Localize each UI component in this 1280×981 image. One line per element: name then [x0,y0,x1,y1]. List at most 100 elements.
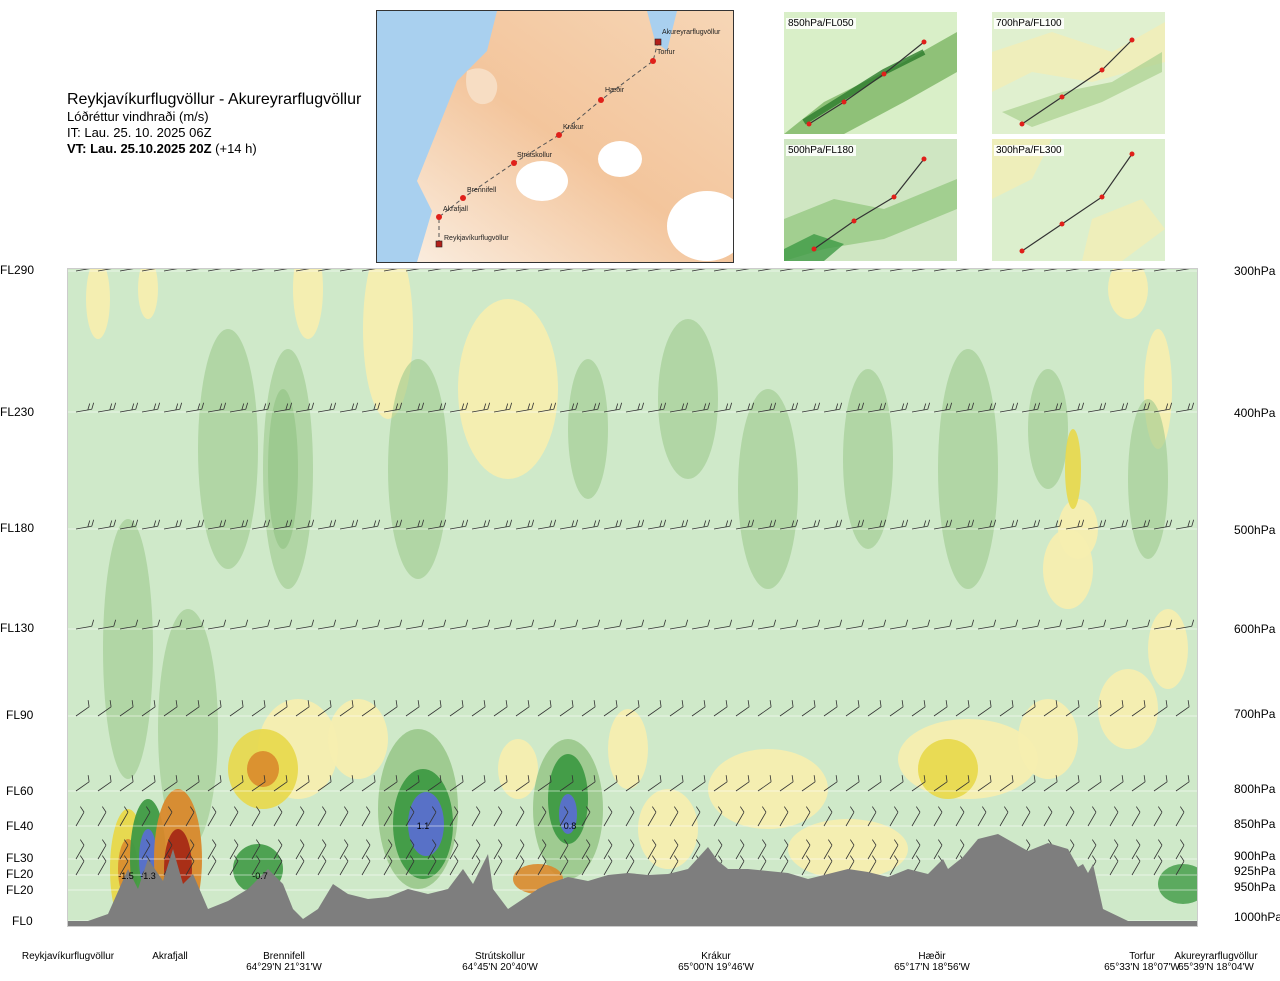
barb-shaft [977,525,994,530]
barb-feather [527,403,531,411]
wind-barb [933,806,943,827]
barb-feather [949,619,953,627]
wind-barb [691,775,706,792]
barb-feather [783,839,789,846]
wind-barb [735,700,750,717]
barb-feather [233,806,239,813]
barb-feather [783,806,789,813]
barb-feather [285,700,288,707]
wind-barb [735,519,755,530]
barb-feather [307,700,310,707]
wind-barb [141,839,151,860]
wind-barb [1131,519,1151,530]
wind-barb [185,839,195,860]
barb-feather [443,519,447,527]
wind-barb [229,519,249,530]
barb-feather [1135,806,1141,813]
barb-shaft [229,860,239,876]
wind-barb [845,519,865,530]
cross-section-plot: -1.5 -1.3 -0.7 1.1 0.8 [67,268,1198,927]
barb-feather [791,700,794,707]
barb-feather [795,402,799,410]
barb-shaft [229,525,246,530]
barb-shaft [647,525,664,530]
barb-shaft [933,269,950,272]
barb-shaft [1153,844,1163,860]
barb-feather [1069,806,1075,813]
wind-barb [977,619,997,630]
barb-feather [329,520,333,528]
wind-barb [713,519,733,530]
updraft-weak-region [158,609,218,849]
barb-feather [729,402,733,410]
wind-barb [229,700,244,717]
barb-shaft [559,811,569,827]
barb-shaft [581,860,591,876]
wind-barb [383,806,393,827]
barb-feather [135,619,139,627]
barb-shaft [207,811,217,827]
barb-feather [879,775,882,782]
barb-feather [1081,619,1085,627]
barb-feather [453,855,459,862]
wind-barb [493,269,510,272]
barb-feather [395,775,398,782]
barb-feather [817,519,821,527]
barb-feather [431,839,437,846]
wind-barb [119,839,129,860]
barb-shaft [999,706,1014,717]
wind-barb [581,839,591,860]
wind-barb [119,269,136,272]
barb-shaft [339,706,354,717]
barb-shaft [757,811,767,827]
wind-barb [691,700,706,717]
barb-shaft [493,860,503,876]
wind-barb [911,700,926,717]
barb-shaft [713,408,730,413]
barb-feather [989,403,993,411]
barb-shaft [1021,706,1036,717]
barb-shaft [713,269,730,272]
wind-barb [537,775,552,792]
route-point-label: Reykjavíkurflugvöllur [444,235,509,242]
wind-barb [955,519,975,530]
barb-feather [981,806,987,813]
barb-shaft [845,269,862,272]
barb-shaft [537,860,547,876]
barb-feather [409,806,415,813]
wind-barb [427,700,442,717]
barb-shaft [955,706,970,717]
barb-shaft [141,525,158,530]
barb-shaft [361,860,371,876]
barb-shaft [405,860,415,876]
wind-barb [625,775,640,792]
wind-barb [1043,402,1063,413]
barb-shaft [163,811,173,827]
barb-shaft [339,781,354,792]
barb-feather [439,403,443,411]
barb-shaft [779,811,789,827]
wind-barb [339,839,349,860]
barb-feather [641,402,645,410]
barb-shaft [471,408,488,413]
level-map-500-svg [784,139,957,261]
barb-feather [817,402,821,410]
level-map-700-label: 700hPa/FL100 [994,18,1064,29]
updraft-weak-region [388,359,448,579]
barb-shaft [449,525,466,530]
wind-barb [449,855,459,876]
barb-feather [245,619,249,627]
wind-barb [779,700,794,717]
barb-shaft [559,625,576,630]
wind-barb [537,855,547,876]
wind-barb [1021,700,1036,717]
wind-barb [207,269,224,272]
wind-barb [801,402,821,413]
wind-barb [449,619,469,630]
barb-shaft [977,408,994,413]
barb-shaft [603,525,620,530]
barb-shaft [427,408,444,413]
barb-feather [197,700,200,707]
station-akureyri: Akureyrarflugvöllur 65°39'N 18°04'W [1174,951,1257,973]
barb-feather [971,519,975,527]
